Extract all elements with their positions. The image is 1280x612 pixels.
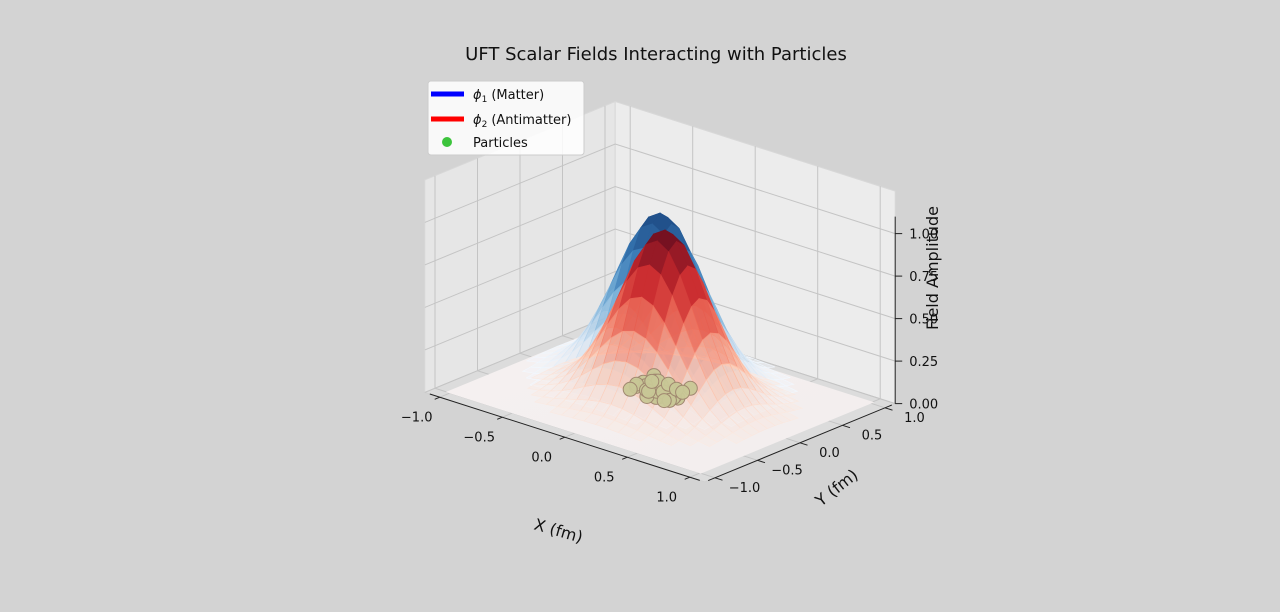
particle-point	[644, 373, 660, 389]
particle-point	[656, 393, 672, 409]
legend-box	[427, 80, 585, 156]
legend-phi1-symbol: ϕ	[473, 88, 482, 103]
x-tick-mark	[559, 436, 565, 440]
z-tick-label: 0.00	[909, 398, 938, 413]
x-tick-label: 0.5	[594, 470, 615, 485]
x-axis-label: X (fm)	[532, 515, 585, 547]
x-tick-label: 0.0	[531, 450, 552, 465]
x-tick-mark	[684, 476, 690, 480]
grid-z	[424, 270, 896, 362]
particles-scatter	[622, 368, 698, 409]
y-tick-mark	[757, 459, 766, 464]
legend-phi1-name: (Matter)	[491, 88, 544, 103]
grid-z	[424, 228, 896, 320]
legend: ϕ1 (Matter) ϕ2 (Antimatter) Particles	[427, 80, 585, 156]
z-axis-label: Field Amplitude	[923, 206, 942, 330]
surface-phi2	[526, 229, 804, 447]
y-tick-mark	[884, 407, 893, 411]
y-tick-label: 0.5	[862, 429, 883, 444]
chart-title: UFT Scalar Fields Interacting with Parti…	[465, 44, 847, 65]
legend-phi2-subscript: 2	[482, 120, 488, 130]
y-tick-mark	[842, 424, 851, 429]
x-tick-label: 1.0	[656, 490, 677, 505]
surface-phi2-patch	[659, 434, 680, 446]
surface-phi2-patch	[697, 435, 718, 447]
x-tick-label: −0.5	[463, 430, 495, 445]
surface-phi1-patch	[719, 415, 740, 427]
legend-phi2-symbol: ϕ	[473, 113, 482, 128]
y-tick-mark	[714, 477, 723, 481]
legend-particles-label: Particles	[473, 136, 528, 151]
grid-z	[424, 185, 896, 277]
tick-labels: −1.0−0.50.00.51.0−1.0−0.50.00.51.00.000.…	[401, 228, 938, 506]
y-tick-label: 1.0	[904, 411, 925, 426]
x-tick-mark	[497, 416, 503, 420]
legend-phi1-subscript: 1	[482, 95, 488, 105]
surface-phi1-patch	[654, 417, 675, 429]
legend-phi2-label: ϕ2 (Antimatter)	[473, 113, 571, 130]
z-tick-label: 0.50	[909, 313, 938, 328]
y-tick-mark	[799, 442, 808, 446]
y-tick-label: −0.5	[771, 464, 803, 479]
z-tick-label: 0.75	[909, 270, 938, 285]
particle-point	[622, 381, 638, 397]
x-tick-mark	[434, 396, 440, 400]
surface-phi2-patch	[724, 432, 745, 444]
z-tick-label: 1.00	[909, 228, 938, 243]
x-tick-label: −1.0	[401, 410, 433, 425]
y-tick-label: 0.0	[819, 446, 840, 461]
legend-particles-marker	[442, 137, 452, 147]
x-tick-mark	[622, 456, 628, 460]
surface-phi1-patch	[692, 418, 713, 430]
legend-phi1-label: ϕ1 (Matter)	[473, 88, 544, 105]
legend-phi2-name: (Antimatter)	[491, 113, 571, 128]
y-axis-label: Y (fm)	[811, 465, 862, 510]
z-tick-label: 0.25	[909, 355, 938, 370]
particle-point	[675, 384, 691, 400]
grid-z	[424, 143, 896, 235]
y-tick-label: −1.0	[729, 481, 761, 496]
